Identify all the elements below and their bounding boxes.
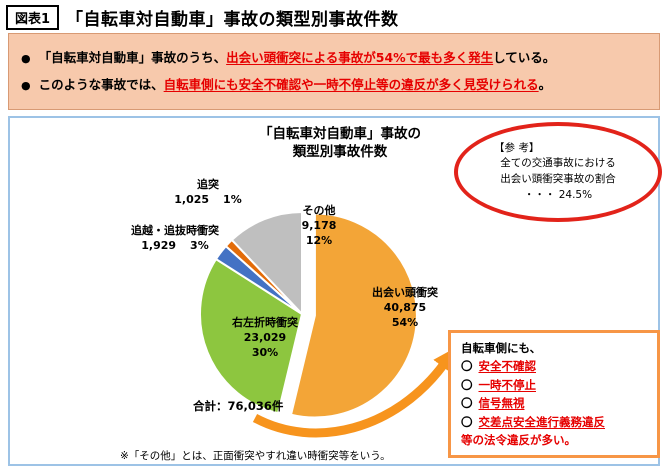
reference-ellipse: 【参 考】 全ての交通事故における 出会い頭衝突事故の割合 ・・・ 24.5%: [454, 122, 662, 222]
slice-percent: 30%: [251, 345, 279, 359]
violations-box: 自転車側にも、 〇安全不確認 〇一時不停止 〇信号無視 〇交差点安全進行義務違反…: [448, 330, 660, 459]
pie-chart-svg: [199, 210, 457, 438]
circle-marker-icon: 〇: [461, 414, 473, 429]
pie-slice-0: [289, 212, 418, 419]
violations-intro: 自転車側にも、: [461, 341, 542, 355]
pie-label-tsuitotsu: 追突 1,025 1%: [158, 178, 258, 208]
pie-slice-1: [199, 257, 304, 415]
circle-marker-icon: 〇: [461, 396, 473, 411]
emphasis-arrow: [252, 347, 457, 438]
violation-text: 安全不確認: [478, 359, 537, 374]
total-label: 合計：76,036件: [193, 399, 284, 413]
chart-title-line2: 類型別事故件数: [292, 144, 388, 161]
circle-marker-icon: 〇: [461, 377, 473, 392]
pie-slices-group: [199, 210, 418, 419]
pie-label-deaigashira: 出会い頭衝突 40,875 54%: [355, 286, 455, 331]
pie-slice-4: [230, 210, 303, 317]
summary-bullet-2: ● このような事故では、自転車側にも安全不確認や一時不停止等の違反が多く見受けられ…: [19, 76, 649, 94]
reference-heading: 【参 考】: [494, 141, 540, 154]
slice-value: 1,025 1%: [158, 193, 258, 208]
slice-percent: 12%: [305, 233, 333, 247]
slice-value-number: 1,929: [141, 238, 177, 252]
slice-label: その他: [302, 204, 336, 217]
slice-value-number: 23,029: [243, 330, 287, 344]
slice-value-number: 40,875: [383, 300, 427, 314]
figure-tag: 図表1: [6, 5, 60, 30]
pie-label-usetsu: 右左折時衝突 23,029 30%: [215, 316, 315, 361]
chart-title: 「自転車対自動車」事故の 類型別事故件数: [200, 125, 480, 161]
violation-text: 交差点安全進行義務違反: [478, 414, 606, 429]
summary-box: ● 「自転車対自動車」事故のうち、出会い頭衝突による事故が54%で最も多く発生して…: [8, 33, 660, 110]
slice-value: 1,929 3%: [105, 239, 245, 254]
slice-percent: 1%: [223, 192, 242, 206]
summary-text-pre: 「自転車対自動車」事故のうち、: [38, 50, 227, 66]
header: 図表1 「自転車対自動車」事故の類型別事故件数: [6, 5, 399, 30]
summary-emphasis: 自転車側にも安全不確認や一時不停止等の違反が多く見受けられる: [163, 77, 539, 93]
reference-line: 出会い頭衝突事故の割合: [500, 173, 616, 185]
slice-value-number: 9,178: [301, 218, 337, 232]
slice-percent: 3%: [190, 238, 209, 252]
violation-text: 一時不停止: [478, 377, 537, 392]
bullet-icon: ●: [21, 79, 31, 93]
summary-text-post: している。: [493, 50, 556, 66]
page-title: 「自転車対自動車」事故の類型別事故件数: [66, 10, 399, 30]
bullet-icon: ●: [21, 52, 31, 66]
circle-marker-icon: 〇: [461, 359, 473, 374]
slice-value-number: 1,025: [174, 192, 210, 206]
chart-panel: 「自転車対自動車」事故の 類型別事故件数 追突 1,025 1% 追越・追抜時衝突…: [8, 116, 662, 466]
slice-label: 追突: [197, 178, 219, 191]
violation-item: 〇信号無視: [461, 394, 647, 412]
pie-label-sonota: その他 9,178 12%: [280, 204, 358, 249]
footnote: ※「その他」とは、正面衝突やすれ違い時衝突等をいう。: [120, 450, 391, 462]
reference-value: ・・・ 24.5%: [523, 188, 593, 201]
summary-bullet-1: ● 「自転車対自動車」事故のうち、出会い頭衝突による事故が54%で最も多く発生して…: [19, 49, 649, 67]
summary-text-pre: このような事故では、: [38, 77, 164, 93]
summary-emphasis: 出会い頭衝突による事故が54%で最も多く発生: [226, 50, 494, 66]
slice-label: 右左折時衝突: [232, 316, 298, 329]
summary-text-post: 。: [538, 77, 552, 93]
violation-item: 〇交差点安全進行義務違反: [461, 413, 647, 431]
slice-percent: 54%: [391, 315, 419, 329]
violations-outro: 等の法令違反が多い。: [461, 432, 576, 447]
chart-title-line1: 「自転車対自動車」事故の: [259, 126, 421, 142]
pie-label-oikoshi: 追越・追抜時衝突 1,929 3%: [105, 224, 245, 254]
violation-item: 〇安全不確認: [461, 357, 647, 375]
violation-item: 〇一時不停止: [461, 376, 647, 394]
violation-text: 信号無視: [478, 396, 525, 411]
slice-label: 出会い頭衝突: [372, 286, 438, 299]
slice-label: 追越・追抜時衝突: [131, 224, 219, 237]
reference-line: 全ての交通事故における: [500, 157, 616, 170]
